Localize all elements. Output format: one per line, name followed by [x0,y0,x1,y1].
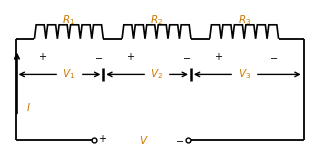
Text: +: + [213,52,222,62]
Text: $-$: $-$ [269,52,279,62]
Text: $-$: $-$ [94,52,103,62]
Text: $V_3$: $V_3$ [238,67,251,81]
Text: $I$: $I$ [26,101,31,113]
Text: $V$: $V$ [139,133,149,146]
Text: $R_1$: $R_1$ [62,13,75,27]
Text: +: + [126,52,134,62]
Text: +: + [38,52,46,62]
Text: $R_3$: $R_3$ [238,13,251,27]
Text: $R_2$: $R_2$ [150,13,163,27]
Text: +: + [98,135,106,144]
Text: $V_1$: $V_1$ [62,67,75,81]
Text: $-$: $-$ [175,135,185,144]
Text: $-$: $-$ [182,52,191,62]
Text: $V_2$: $V_2$ [150,67,163,81]
